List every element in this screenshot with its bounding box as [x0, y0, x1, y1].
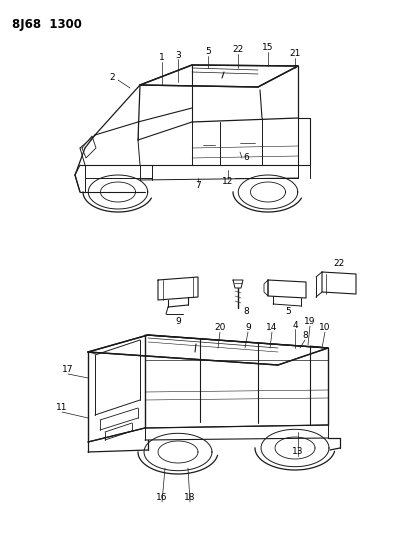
Text: 3: 3: [175, 51, 181, 60]
Text: 16: 16: [156, 494, 168, 503]
Text: 10: 10: [319, 324, 331, 333]
Text: 14: 14: [266, 324, 278, 333]
Text: 20: 20: [214, 324, 226, 333]
Text: 21: 21: [289, 50, 300, 59]
Text: 22: 22: [232, 45, 244, 54]
Text: 5: 5: [205, 47, 211, 56]
Text: 8J68  1300: 8J68 1300: [12, 18, 82, 31]
Text: 5: 5: [285, 308, 291, 317]
Text: 11: 11: [56, 403, 68, 413]
Text: 7: 7: [195, 181, 201, 190]
Text: 2: 2: [109, 74, 115, 83]
Text: 13: 13: [292, 448, 304, 456]
Text: 8: 8: [302, 332, 308, 341]
Text: 18: 18: [184, 494, 196, 503]
Text: 19: 19: [304, 318, 316, 327]
Text: 8: 8: [243, 308, 249, 317]
Text: 15: 15: [262, 44, 274, 52]
Text: 12: 12: [222, 177, 234, 187]
Text: 6: 6: [243, 154, 249, 163]
Text: 9: 9: [175, 318, 181, 327]
Text: 22: 22: [334, 260, 345, 269]
Text: 4: 4: [292, 320, 298, 329]
Text: 1: 1: [159, 53, 165, 62]
Text: 17: 17: [62, 366, 74, 375]
Text: 9: 9: [245, 324, 251, 333]
